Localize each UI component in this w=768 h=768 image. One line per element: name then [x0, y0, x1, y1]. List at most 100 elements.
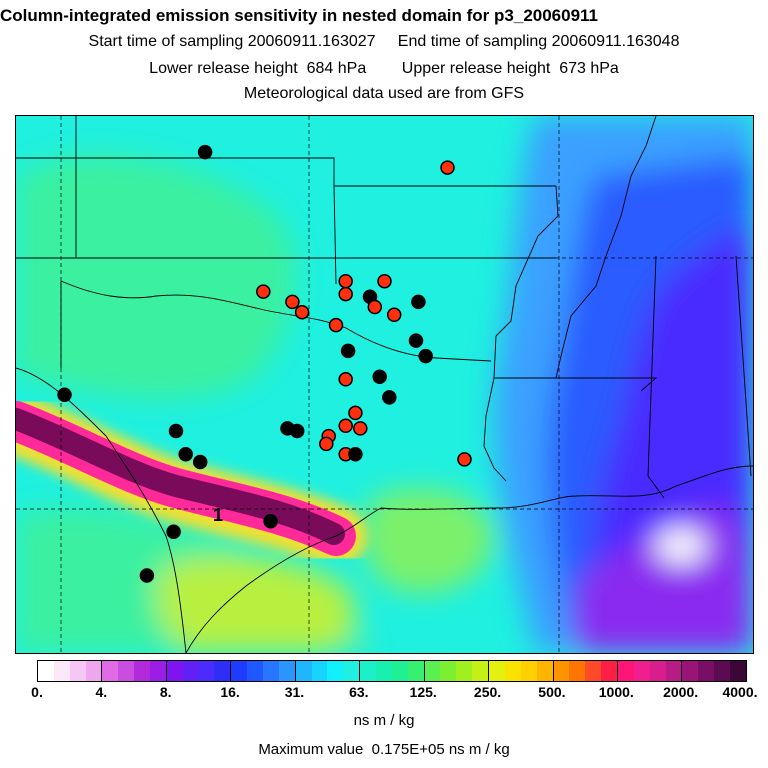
red-marker-20 [338, 418, 353, 434]
red-marker-1 [440, 160, 455, 175]
colorbar-segment-37 [633, 661, 650, 681]
texas-panhandle-east [333, 185, 337, 285]
red-marker-12 [328, 317, 344, 333]
colorbar [37, 660, 747, 682]
tx-la-border [483, 335, 507, 482]
black-marker-35 [139, 568, 155, 583]
colorbar-segment-36 [617, 661, 634, 681]
black-marker-14 [340, 343, 356, 359]
field-white-max [655, 528, 707, 564]
tick-label-4: 31. [284, 684, 305, 700]
red-marker-8 [377, 273, 392, 289]
colorbar-segment-21 [376, 661, 392, 681]
black-marker-28 [168, 423, 184, 439]
colorbar-segment-10 [198, 661, 215, 681]
colorbar-segment-17 [311, 661, 328, 681]
black-marker-31 [57, 387, 72, 403]
red-marker-16 [338, 372, 353, 387]
emission-sensitivity-map: 1 [15, 115, 754, 654]
colorbar-segment-5 [118, 661, 135, 681]
colorbar-segment-16 [295, 661, 312, 681]
colorbar-segment-2 [69, 661, 86, 681]
maximum-value-label: Maximum value 0.175E+05 ns m / kg [258, 741, 510, 758]
colorbar-segment-40 [682, 661, 699, 681]
black-marker-33 [263, 514, 278, 529]
colorbar-segment-23 [407, 661, 425, 681]
field-violet [576, 506, 753, 653]
colorbar-segment-24 [424, 661, 441, 681]
red-marker-10 [386, 307, 402, 323]
colorbar-segment-7 [150, 661, 167, 681]
colorbar-segment-0 [38, 661, 54, 681]
colorbar-segment-33 [569, 661, 586, 681]
tick-label-9: 1000. [598, 684, 634, 700]
black-marker-30 [192, 454, 208, 470]
colorbar-segment-39 [665, 661, 683, 681]
tick-label-3: 16. [220, 684, 240, 700]
ar-la-border [494, 377, 658, 392]
plume-core [16, 408, 345, 545]
colorbar-segment-13 [247, 661, 264, 681]
black-marker-13 [408, 333, 424, 348]
colorbar-segment-1 [53, 661, 70, 681]
state-line-north [16, 157, 556, 187]
red-marker-3 [285, 294, 300, 310]
colorbar-segment-29 [504, 661, 521, 681]
lat-lon-grid [16, 116, 753, 653]
field-green-central [362, 488, 496, 594]
colorbar-segment-35 [601, 661, 618, 681]
gulf-coastline [185, 465, 753, 653]
red-marker-4 [294, 304, 310, 320]
colorbar-segment-6 [134, 661, 151, 681]
met-data-label: Meteorological data used are from GFS [243, 85, 525, 102]
tick-label-1: 4. [95, 684, 108, 700]
colorbar-segment-38 [649, 661, 666, 681]
mississippi-river [555, 116, 657, 379]
colorbar-segment-14 [263, 661, 279, 681]
upper-release-label: Upper release height 673 hPa [401, 60, 619, 77]
colorbar-tick-labels: 0. 4. 8. 16. 31. 63. 125. 250. 500. 1000. 2000. 400… [0, 684, 768, 704]
plume: 1 [16, 393, 367, 567]
colorbar-segment-27 [472, 661, 490, 681]
plume-label: 1 [213, 505, 223, 525]
red-marker-23 [319, 436, 334, 452]
black-marker-0 [197, 144, 213, 160]
ok-ar-border [495, 185, 559, 337]
colorbar-segment-26 [456, 661, 473, 681]
colorbar-segment-34 [585, 661, 602, 681]
colorbar-segment-25 [440, 661, 457, 681]
black-marker-11 [411, 294, 426, 310]
colorbar-segment-41 [698, 661, 715, 681]
red-marker-32 [457, 452, 472, 467]
black-marker-18 [382, 390, 397, 405]
black-marker-29 [178, 446, 193, 462]
colorbar-segment-19 [343, 661, 361, 681]
release-heights: Lower release height 684 hPa Upper relea… [0, 60, 768, 78]
red-marker-5 [338, 273, 353, 289]
colorbar-segment-9 [182, 661, 199, 681]
colorbar-segment-22 [391, 661, 408, 681]
black-marker-27 [348, 446, 363, 462]
start-time-label: Start time of sampling 20060911.163027 [88, 33, 376, 50]
chart-title: Column-integrated emission sensitivity i… [0, 6, 599, 25]
colorbar-segment-4 [102, 661, 119, 681]
tick-label-10: 2000. [663, 684, 699, 700]
red-marker-2 [256, 284, 271, 299]
colorbar-segment-20 [360, 661, 377, 681]
black-marker-25 [280, 421, 295, 436]
colorbar-segment-11 [214, 661, 232, 681]
black-marker-15 [418, 348, 433, 364]
colorbar-segment-8 [166, 661, 183, 681]
red-marker-19 [348, 405, 363, 421]
sampling-markers [57, 144, 472, 583]
tick-label-7: 250. [473, 684, 502, 700]
sampling-times: Start time of sampling 20060911.163027 E… [0, 33, 768, 51]
colorbar-units: ns m / kg [353, 712, 415, 729]
red-marker-9 [367, 299, 383, 315]
tick-label-6: 125. [409, 684, 437, 700]
colorbar-segment-18 [327, 661, 344, 681]
tick-label-0: 0. [31, 684, 43, 700]
colorbar-segment-28 [489, 661, 505, 681]
colorbar-segment-30 [520, 661, 537, 681]
lower-release-label: Lower release height 684 hPa [149, 60, 367, 77]
